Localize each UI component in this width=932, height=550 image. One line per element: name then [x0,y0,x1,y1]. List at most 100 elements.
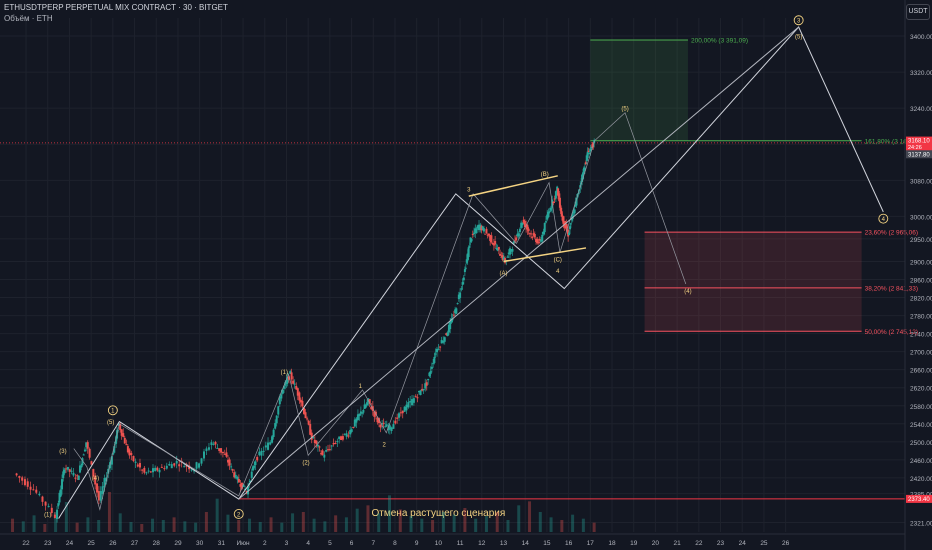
candle-body [123,437,126,444]
candle-body [183,466,186,468]
candle-body [332,443,335,445]
candle-body [21,477,24,481]
y-tick-label: 2460.00 [910,458,932,465]
volume-bar [247,518,251,532]
candle-body [341,436,344,440]
candle-body [419,390,422,396]
x-tick-label: 18 [608,540,616,547]
volume-bars [11,492,596,532]
candle-body [115,436,118,444]
currency-button[interactable]: USDT [906,4,930,20]
price-tag [906,136,932,151]
volume-bar [21,521,25,532]
candle-body [254,461,257,466]
y-tick-label: 3240.00 [910,106,932,113]
candle-body [582,172,585,180]
fib-level-label: 38,20% (2 841,33) [865,285,918,292]
volume-bar [517,505,521,532]
candle-body [528,233,531,235]
wave-label: 4 [556,269,560,275]
y-tick-label: 2780.00 [910,314,932,321]
candle-body [88,448,91,458]
price-tag [906,150,932,159]
candle-body [457,294,460,300]
wave-label: (C) [554,258,562,264]
candle-body [544,221,547,223]
candle-body [264,445,267,448]
candle-body [272,429,275,437]
candle-body [387,427,390,431]
candle-body [223,453,226,455]
volume-bar [377,513,381,532]
candle-body [210,442,213,445]
candle-body [500,256,503,258]
candle-body [456,303,459,305]
candle-body [57,503,60,507]
candle-body [460,288,463,290]
candle-body [455,308,458,314]
wave-label-circle [233,509,244,519]
candle-body [347,435,350,437]
wave-path-minor [73,112,687,511]
candle-body [530,233,533,235]
candle-body [165,465,168,469]
candle-body [318,446,321,448]
candle-body [462,277,465,281]
x-tick-label: 20 [652,540,660,547]
candle-body [72,472,75,476]
candle-body [490,235,493,243]
candle-body [484,233,487,235]
candle-body [230,466,233,468]
candle-body [173,463,176,466]
price-tag-label: 3168.10 [908,139,930,145]
wave-label: (5) [107,420,114,426]
candle-body [398,413,401,418]
wave-label: (4) [92,476,99,482]
trend-line [238,26,799,500]
volume-bar [32,515,36,532]
candle-body [141,469,144,471]
candle-body [70,470,73,472]
candle-body [537,241,540,243]
wave-label-circle [878,213,889,224]
candle-body [494,241,497,245]
x-tick-label: 19 [630,540,638,547]
y-tick-label: 3320.00 [910,70,932,77]
candle-body [355,418,358,423]
candle-body [101,486,104,495]
x-tick-label: 29 [174,540,182,547]
candle-body [237,478,240,483]
candle-body [330,445,333,447]
wave-label: (1) [44,512,51,518]
candle-body [480,226,483,231]
candle-body [568,232,571,236]
volume-bar [506,520,510,532]
wave-label: (A) [500,271,508,277]
candle-body [23,479,26,486]
candle-body [26,481,29,487]
candle-body [149,471,152,473]
candle-body [512,241,515,244]
candle-body [385,424,388,427]
candle-body [394,420,397,424]
candle-body [152,468,155,473]
candle-body [296,388,299,396]
candle-body [320,453,323,455]
candle-body [411,399,414,406]
wave-label: (4) [684,289,691,295]
candle-body [516,233,519,237]
price-tag [906,494,932,503]
candle-body [523,220,526,228]
candle-body [77,475,80,480]
candle-body [485,228,488,234]
fib-zones: 200,00% (3 391,09) 161,80% (3 167,74) 23,6… [0,38,922,519]
y-tick-label: 2660.00 [910,368,932,375]
candle-body [379,424,382,428]
candle-body [78,465,81,473]
candle-body [536,239,539,244]
candle-body [587,150,590,152]
volume-bar [215,498,219,532]
candle-body [310,432,313,440]
y-tick-label: 2820.00 [910,296,932,303]
